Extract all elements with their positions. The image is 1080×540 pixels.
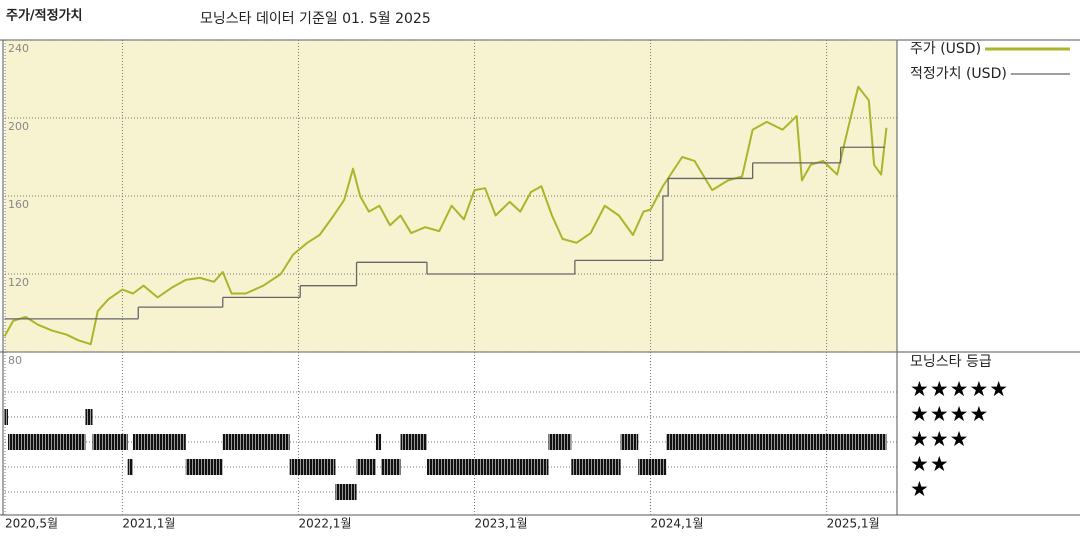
rating-bar bbox=[571, 459, 621, 475]
x-tick-label: 2020,5월 bbox=[5, 517, 58, 531]
rating-row-label: ★★ bbox=[910, 452, 950, 476]
rating-bar bbox=[666, 434, 887, 450]
rating-bar bbox=[381, 459, 401, 475]
x-tick-label: 2024,1월 bbox=[651, 517, 704, 531]
rating-bar bbox=[7, 434, 86, 450]
rating-bar bbox=[127, 459, 133, 475]
rating-bar bbox=[548, 434, 572, 450]
x-tick-label: 2023,1월 bbox=[475, 517, 528, 531]
y-tick-label: 240 bbox=[8, 42, 29, 55]
rating-row-label: ★★★★ bbox=[910, 402, 989, 426]
rating-bar bbox=[426, 459, 549, 475]
rating-bar bbox=[400, 434, 427, 450]
rating-bar bbox=[85, 409, 93, 425]
chart-title: 모닝스타 데이터 기준일 01. 5월 2025 bbox=[200, 11, 431, 27]
y-tick-label: 80 bbox=[8, 354, 22, 367]
plot-background bbox=[5, 40, 897, 352]
rating-title: 모닝스타 등급 bbox=[910, 354, 992, 370]
rating-bar bbox=[185, 459, 223, 475]
rating-bar bbox=[289, 459, 336, 475]
rating-bar bbox=[92, 434, 128, 450]
rating-bar bbox=[375, 434, 382, 450]
plot: 240 200 160 120 80 2020,5월 2021,1월 2022,1월 2023,… bbox=[0, 39, 1080, 531]
rating-bar bbox=[638, 459, 667, 475]
rating-row-label: ★ bbox=[910, 477, 930, 501]
rating-bar bbox=[335, 484, 357, 500]
rating-bar bbox=[4, 409, 8, 425]
y-tick-label: 120 bbox=[8, 276, 29, 289]
x-tick-label: 2022,1월 bbox=[298, 517, 351, 531]
rating-bar bbox=[356, 459, 376, 475]
legend-label: 주가 (USD) bbox=[910, 41, 981, 57]
header-label: 주가/적정가치 bbox=[6, 8, 83, 24]
price-line bbox=[3, 85, 888, 346]
y-tick-label: 160 bbox=[8, 198, 29, 211]
rating-row-label: ★★★★★ bbox=[910, 377, 1009, 401]
rating-bar bbox=[132, 434, 186, 450]
legend-label: 적정가치 (USD) bbox=[910, 66, 1007, 82]
rating-bar bbox=[222, 434, 290, 450]
rating-bar bbox=[620, 434, 639, 450]
x-tick-label: 2021,1월 bbox=[122, 517, 175, 531]
x-tick-label: 2025,1월 bbox=[827, 517, 880, 531]
rating-row-label: ★★★ bbox=[910, 427, 969, 451]
y-tick-label: 200 bbox=[8, 120, 29, 133]
